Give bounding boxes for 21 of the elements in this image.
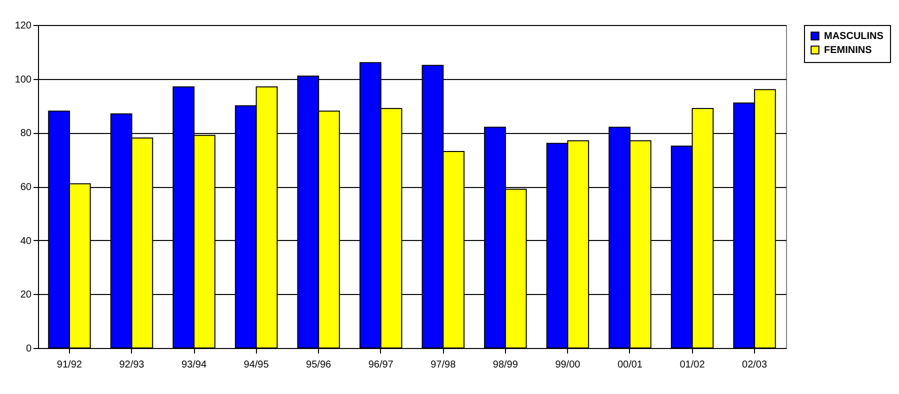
x-tick-label: 00/01 xyxy=(617,360,643,370)
x-tick-label: 98/99 xyxy=(492,360,518,370)
y-tick-label: 40 xyxy=(20,236,32,247)
x-tick-label: 93/94 xyxy=(182,360,207,370)
legend-label: FEMININS xyxy=(824,45,872,56)
x-tick-label: 97/98 xyxy=(430,360,456,370)
x-tick-label: 02/03 xyxy=(742,360,768,370)
x-tick-label: 95/96 xyxy=(306,360,332,370)
x-tick-label: 94/95 xyxy=(244,360,270,370)
y-tick-label: 0 xyxy=(26,344,32,354)
x-tick-label: 99/00 xyxy=(555,360,581,370)
legend-label: MASCULINS xyxy=(824,31,884,42)
y-tick-label: 20 xyxy=(20,290,32,301)
x-tick-label: 01/02 xyxy=(680,360,706,370)
x-tick-label: 92/93 xyxy=(119,360,145,370)
x-tick-label: 96/97 xyxy=(368,360,394,370)
x-tick-label: 91/92 xyxy=(56,360,82,370)
y-tick-label: 80 xyxy=(20,128,32,140)
y-tick-label: 60 xyxy=(20,182,32,193)
y-tick-label: 100 xyxy=(14,74,32,86)
y-tick-label: 120 xyxy=(14,20,32,32)
